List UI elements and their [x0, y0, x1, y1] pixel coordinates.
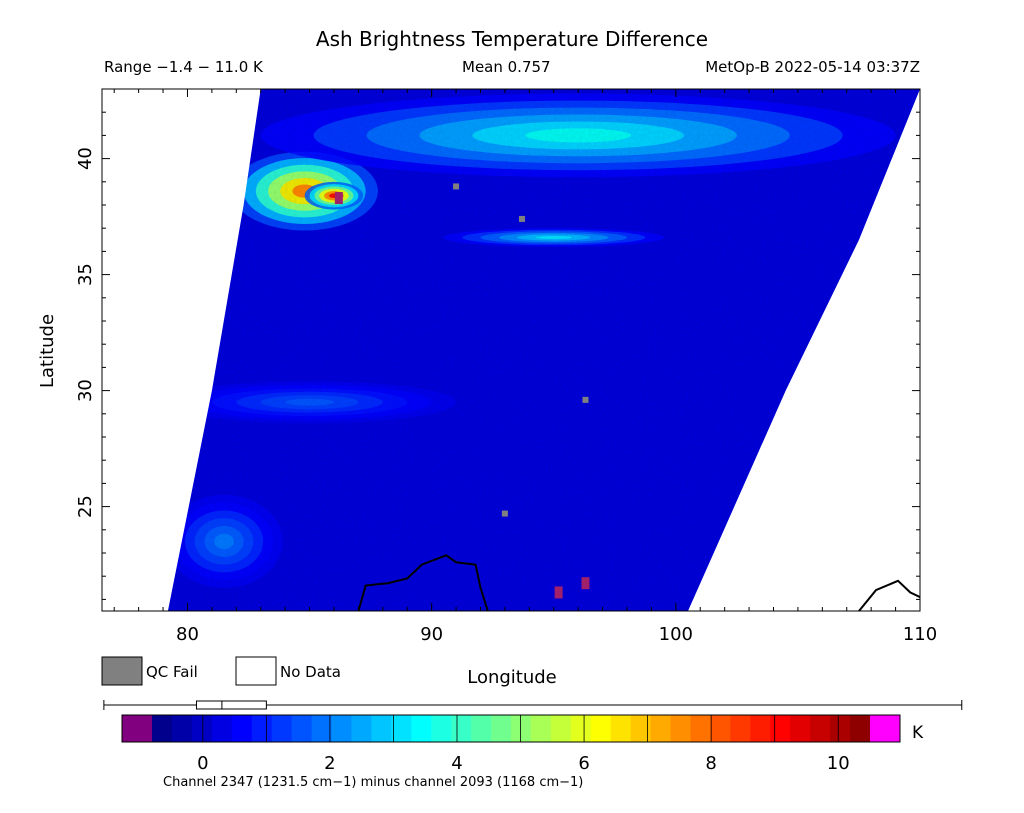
- heatmap-cells: [167, 89, 920, 611]
- colorbar-segment: [231, 715, 253, 742]
- satellite-time-label: MetOp-B 2022-05-14 03:37Z: [705, 58, 920, 76]
- x-tick-label: 90: [420, 624, 443, 645]
- colorbar-segment: [770, 715, 791, 742]
- colorbar-segment: [431, 715, 452, 742]
- heatmap-feature: [443, 228, 664, 247]
- heatmap-cell: [214, 533, 234, 550]
- colorbar-segment: [152, 715, 173, 742]
- colorbar-segment: [690, 715, 711, 742]
- colorbar-segment: [251, 715, 273, 742]
- colorbar-segment: [511, 715, 532, 742]
- colorbar-segment: [311, 715, 333, 742]
- colorbar-segment: [610, 715, 632, 742]
- colorbar-under-swatch: [122, 715, 153, 742]
- coastline: [858, 579, 920, 611]
- heatmap-feature: [304, 181, 364, 210]
- qc-fail-pixel: [582, 396, 589, 403]
- colorbar-tick-label: 6: [578, 753, 589, 774]
- qc-fail-label: QC Fail: [146, 663, 198, 681]
- overflow-pixel: [334, 192, 343, 205]
- heatmap-feature: [167, 381, 457, 424]
- qc-fail-pixel: [518, 215, 525, 222]
- colorbar-segment: [650, 715, 672, 742]
- colorbar-tick-label: 0: [197, 753, 208, 774]
- no-data-label: No Data: [280, 663, 341, 681]
- heatmap-cell: [535, 235, 573, 239]
- colorbar-segment: [371, 715, 392, 742]
- colorbar-segment: [171, 715, 193, 742]
- colorbar-segment: [211, 715, 233, 742]
- colorbar-segment: [491, 715, 512, 742]
- colorbar-segment: [810, 715, 831, 742]
- x-axis: 80 90 100 110: [113, 89, 937, 645]
- plot-area: 80 90 100 110 25 30 35 40: [75, 88, 937, 645]
- colorbar-segment: [590, 715, 612, 742]
- colorbar-tick-label: 8: [705, 753, 716, 774]
- colorbar-segment: [191, 715, 213, 742]
- colorbar-frame: [121, 714, 901, 743]
- colorbar-segment: [550, 715, 572, 742]
- colorbar-segment: [570, 715, 592, 742]
- colorbar-segment: [790, 715, 811, 742]
- colorbar: 0 2 4 6 8 10: [121, 714, 901, 774]
- colorbar-tick-label: 2: [324, 753, 335, 774]
- y-axis-label: Latitude: [37, 314, 58, 388]
- coastline: [357, 554, 489, 611]
- colorbar-segment: [670, 715, 692, 742]
- x-tick-label: 100: [659, 624, 693, 645]
- distribution-boxplot: [103, 700, 963, 710]
- colorbar-caption: Channel 2347 (1231.5 cm−1) minus channel…: [163, 775, 583, 790]
- colorbar-segment: [530, 715, 552, 742]
- heatmap-feature: [260, 93, 896, 178]
- special-pixels: [334, 183, 590, 599]
- x-axis-label: Longitude: [467, 667, 557, 688]
- range-label: Range −1.4 − 11.0 K: [104, 58, 264, 76]
- no-data-swatch: [235, 656, 277, 686]
- x-tick-label: 110: [903, 624, 937, 645]
- coastlines: [357, 554, 920, 611]
- colorbar-segment: [850, 715, 871, 742]
- colorbar-over-swatch: [870, 715, 900, 742]
- colorbar-segment: [411, 715, 432, 742]
- y-axis: 25 30 35 40: [75, 88, 920, 600]
- y-tick-label: 40: [75, 147, 96, 170]
- qc-fail-pixel: [453, 183, 460, 190]
- plot-frame: [101, 88, 921, 612]
- heatmap-feature: [167, 495, 283, 588]
- colorbar-segment: [271, 715, 293, 742]
- colorbar-tick-label: 4: [451, 753, 462, 774]
- colorbar-segment: [750, 715, 771, 742]
- y-tick-label: 35: [75, 263, 96, 286]
- colorbar-tick-label: 10: [827, 753, 850, 774]
- y-tick-label: 30: [75, 379, 96, 402]
- mean-label: Mean 0.757: [462, 58, 551, 76]
- colorbar-segment: [471, 715, 492, 742]
- colorbar-segment: [730, 715, 751, 742]
- y-tick-label: 25: [75, 495, 96, 518]
- colorbar-segment: [351, 715, 372, 742]
- qc-fail-swatch: [101, 656, 143, 686]
- colorbar-segment: [331, 715, 352, 742]
- colorbar-segment: [391, 715, 412, 742]
- x-tick-label: 80: [176, 624, 199, 645]
- heatmap-cell: [525, 128, 632, 143]
- heatmap-cell: [285, 398, 334, 406]
- colorbar-segment: [630, 715, 652, 742]
- boxplot-box: [195, 700, 267, 710]
- overflow-pixel: [554, 586, 563, 599]
- colorbar-segment: [291, 715, 313, 742]
- overflow-pixel: [581, 577, 590, 590]
- qc-fail-pixel: [501, 510, 508, 517]
- colorbar-segment: [830, 715, 851, 742]
- colorbar-segment: [451, 715, 472, 742]
- chart-title: Ash Brightness Temperature Difference: [316, 27, 708, 51]
- colorbar-unit: K: [912, 723, 924, 743]
- colorbar-segment: [710, 715, 731, 742]
